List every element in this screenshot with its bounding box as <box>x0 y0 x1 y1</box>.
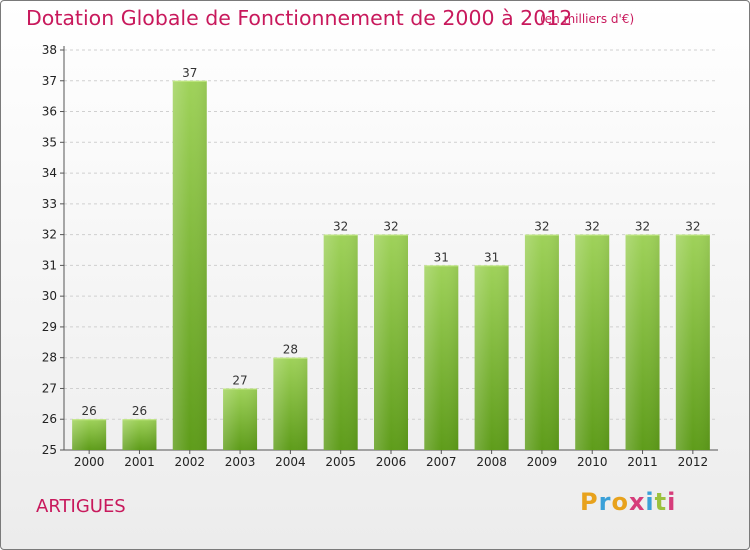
value-label: 32 <box>585 220 600 234</box>
y-tick-label: 33 <box>42 197 57 211</box>
value-labels: 26 26 37 27 28 32 32 31 31 32 32 32 32 <box>82 66 701 418</box>
bar-shine <box>323 234 358 450</box>
logo-letter: t <box>654 488 668 516</box>
x-tick-label: 2004 <box>275 455 306 469</box>
bar-shine <box>122 419 157 450</box>
x-tick-label: 2010 <box>577 455 608 469</box>
chart-title: Dotation Globale de Fonctionnement de 20… <box>26 6 573 30</box>
y-tick-label: 25 <box>42 443 57 457</box>
x-tick-label: 2001 <box>124 455 155 469</box>
commune-name: ARTIGUES <box>36 496 126 517</box>
y-tick-label: 27 <box>42 381 57 395</box>
x-tick-label: 2008 <box>476 455 507 469</box>
value-label: 28 <box>283 343 298 357</box>
y-tick-label: 29 <box>42 320 57 334</box>
x-tick-label: 2005 <box>325 455 356 469</box>
proxiti-logo: Proxiti <box>580 488 676 516</box>
x-tick-label: 2009 <box>527 455 558 469</box>
y-tick-label: 34 <box>42 166 57 180</box>
value-label: 26 <box>132 404 147 418</box>
bar-shine <box>172 80 207 451</box>
value-label: 27 <box>232 373 247 387</box>
x-tick-labels: 2000 2001 2002 2003 2004 2005 2006 2007 2008 2009… <box>74 455 708 469</box>
x-tick-label: 2007 <box>426 455 457 469</box>
value-label: 37 <box>182 66 197 80</box>
y-tick-label: 28 <box>42 351 57 365</box>
bar-shine <box>273 357 308 450</box>
x-tick-label: 2012 <box>678 455 709 469</box>
x-tick-label: 2011 <box>627 455 658 469</box>
logo-letter: r <box>598 488 612 516</box>
value-label: 26 <box>82 404 97 418</box>
bar-shine <box>72 419 107 450</box>
y-tick-label: 37 <box>42 74 57 88</box>
logo-letter: P <box>580 488 599 516</box>
x-tick-label: 2003 <box>225 455 256 469</box>
y-tick-labels: 25 26 27 28 29 30 31 32 33 34 35 36 37 38 <box>42 43 57 457</box>
bars <box>72 80 710 451</box>
y-tick-label: 38 <box>42 43 57 57</box>
value-label: 32 <box>534 220 549 234</box>
chart-subtitle: (en milliers d'€) <box>540 12 635 26</box>
value-label: 32 <box>333 220 348 234</box>
bar-shine <box>424 265 459 450</box>
bar-shine <box>524 234 559 450</box>
bar-shine <box>374 234 408 450</box>
value-label: 32 <box>635 220 650 234</box>
y-tick-label: 36 <box>42 105 57 119</box>
x-tick-label: 2000 <box>74 455 105 469</box>
bar-shine <box>625 234 660 450</box>
y-tick-label: 26 <box>42 412 57 426</box>
x-tick-label: 2006 <box>376 455 407 469</box>
logo-letter: o <box>611 488 629 516</box>
value-label: 31 <box>434 250 449 264</box>
logo-letter: x <box>628 488 646 516</box>
y-tick-label: 30 <box>42 289 57 303</box>
value-label: 31 <box>484 250 499 264</box>
y-tick-label: 32 <box>42 228 57 242</box>
y-tick-label: 35 <box>42 135 57 149</box>
bar-shine <box>575 234 610 450</box>
logo-letter: i <box>645 488 655 516</box>
bar-shine <box>675 234 710 450</box>
value-label: 32 <box>685 220 700 234</box>
y-tick-label: 31 <box>42 258 57 272</box>
logo-letter: i <box>667 488 677 516</box>
value-label: 32 <box>383 220 398 234</box>
bar-shine <box>223 388 258 450</box>
x-tick-label: 2002 <box>174 455 205 469</box>
bar-shine <box>474 265 509 450</box>
